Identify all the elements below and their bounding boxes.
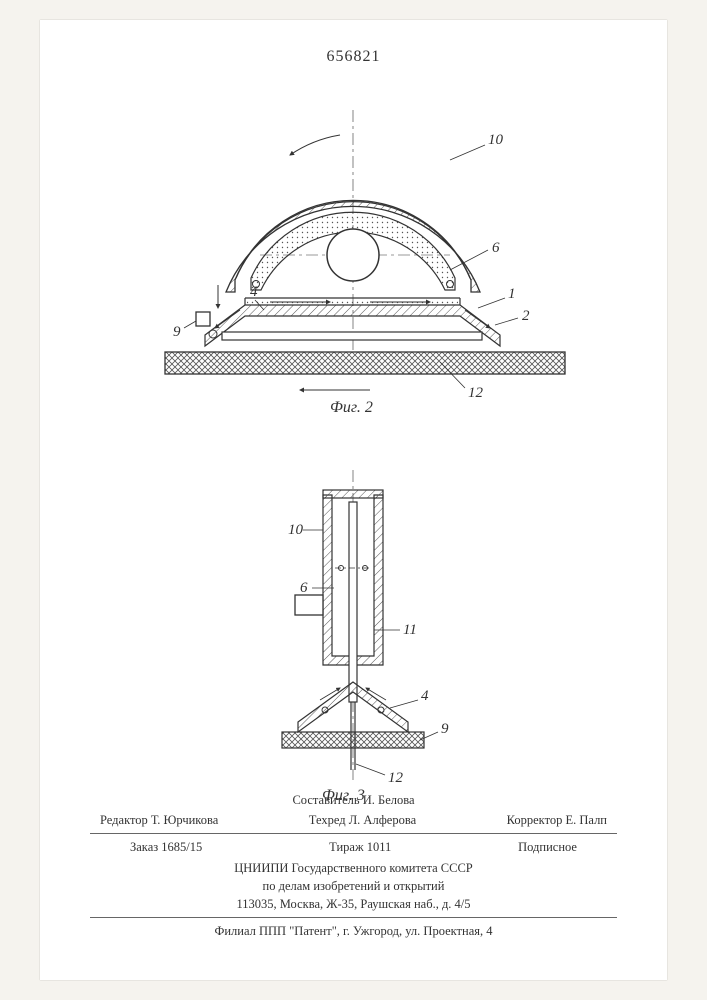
credit-address1: 113035, Москва, Ж-35, Раушская наб., д. … <box>90 895 617 913</box>
figure-area: 10 6 4 9 1 2 12 Фиг. 2 <box>40 100 667 820</box>
patent-number: 656821 <box>40 48 667 66</box>
credit-techred: Техред Л. Алферова <box>309 811 416 829</box>
credit-subscription: Подписное <box>518 838 577 856</box>
patent-page: 656821 <box>40 20 667 980</box>
credit-editor: Редактор Т. Юрчикова <box>100 811 218 829</box>
fig2-label-10: 10 <box>488 132 504 148</box>
credit-order: Заказ 1685/15 <box>130 838 202 856</box>
fig3-label-11: 11 <box>403 622 417 638</box>
fig3-label-6: 6 <box>300 580 308 596</box>
figure-2: 10 6 4 9 1 2 12 Фиг. 2 <box>40 100 667 440</box>
fig2-label-12: 12 <box>468 385 484 401</box>
credit-corrector: Корректор Е. Палп <box>507 811 607 829</box>
fig2-caption: Фиг. 2 <box>330 399 373 416</box>
fig2-label-1: 1 <box>508 286 516 302</box>
credit-branch: Филиал ППП "Патент", г. Ужгород, ул. Про… <box>90 922 617 940</box>
fig3-label-10: 10 <box>288 522 304 538</box>
figure-3: 10 6 11 4 9 12 Фиг. 3 <box>40 460 667 820</box>
fig3-label-9: 9 <box>441 721 449 737</box>
credit-tirage: Тираж 1011 <box>329 838 391 856</box>
credits-block: Составитель И. Белова Редактор Т. Юрчико… <box>90 791 617 940</box>
credit-org2: по делам изобретений и открытий <box>90 877 617 895</box>
fig2-label-6: 6 <box>492 240 500 256</box>
credit-compiler: Составитель И. Белова <box>90 791 617 809</box>
credit-org1: ЦНИИПИ Государственного комитета СССР <box>90 859 617 877</box>
fig3-label-4: 4 <box>421 688 429 704</box>
fig2-label-9: 9 <box>173 324 181 340</box>
fig2-label-2: 2 <box>522 308 530 324</box>
fig2-label-4: 4 <box>250 284 258 300</box>
fig3-label-12: 12 <box>388 770 404 786</box>
